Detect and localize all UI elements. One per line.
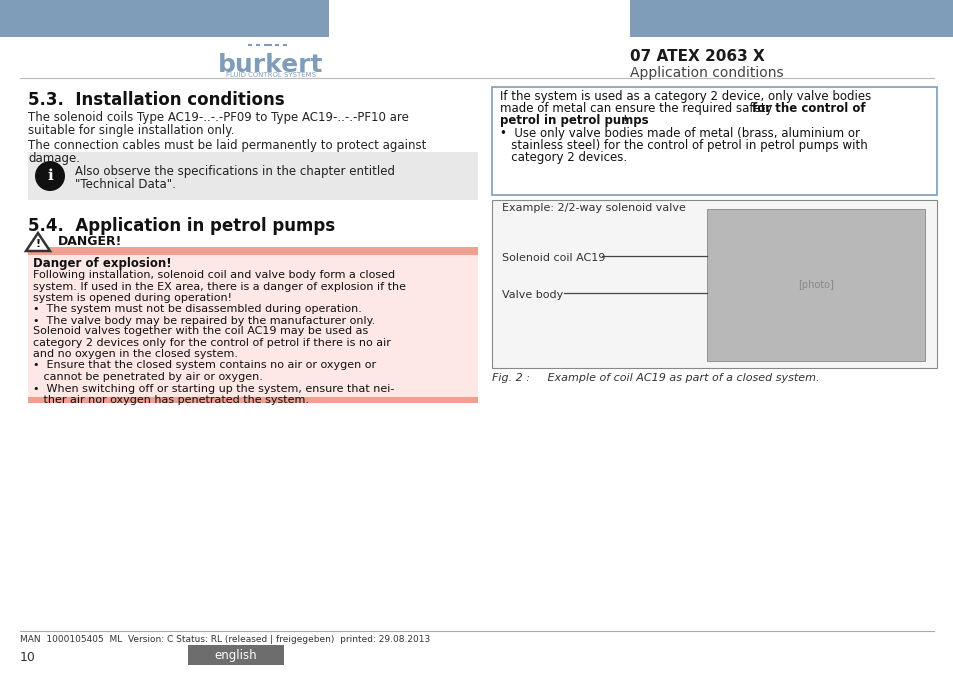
Text: !: ! [621, 114, 626, 127]
Text: system. If used in the EX area, there is a danger of explosion if the: system. If used in the EX area, there is… [33, 281, 406, 291]
Text: FLUID CONTROL SYSTEMS: FLUID CONTROL SYSTEMS [226, 72, 315, 78]
FancyBboxPatch shape [28, 397, 477, 403]
Text: •  Ensure that the closed system contains no air or oxygen or: • Ensure that the closed system contains… [33, 361, 375, 371]
Text: MAN  1000105405  ML  Version: C Status: RL (released | freigegeben)  printed: 29: MAN 1000105405 ML Version: C Status: RL … [20, 635, 430, 644]
FancyBboxPatch shape [0, 0, 329, 37]
Text: If the system is used as a category 2 device, only valve bodies: If the system is used as a category 2 de… [499, 90, 870, 103]
Text: Solenoid valves together with the coil AC19 may be used as: Solenoid valves together with the coil A… [33, 326, 368, 336]
Text: ther air nor oxygen has penetrated the system.: ther air nor oxygen has penetrated the s… [33, 395, 309, 405]
FancyBboxPatch shape [28, 255, 477, 398]
Text: 5.3.  Installation conditions: 5.3. Installation conditions [28, 91, 284, 109]
Text: •  When switching off or starting up the system, ensure that nei-: • When switching off or starting up the … [33, 384, 394, 394]
FancyBboxPatch shape [28, 152, 477, 200]
Text: The connection cables must be laid permanently to protect against: The connection cables must be laid perma… [28, 139, 426, 152]
Text: damage.: damage. [28, 152, 80, 165]
FancyBboxPatch shape [492, 87, 936, 195]
Text: DANGER!: DANGER! [58, 235, 122, 248]
FancyBboxPatch shape [188, 645, 284, 665]
Text: Also observe the specifications in the chapter entitled: Also observe the specifications in the c… [75, 165, 395, 178]
Text: "Technical Data".: "Technical Data". [75, 178, 175, 191]
Text: •  The system must not be disassembled during operation.: • The system must not be disassembled du… [33, 304, 361, 314]
Text: Valve body: Valve body [501, 290, 562, 300]
Text: system is opened during operation!: system is opened during operation! [33, 293, 232, 303]
Text: •  The valve body may be repaired by the manufacturer only.: • The valve body may be repaired by the … [33, 316, 375, 326]
Polygon shape [26, 233, 50, 251]
Text: ℹ: ℹ [47, 168, 52, 184]
Text: english: english [214, 649, 257, 662]
Text: Application conditions: Application conditions [629, 66, 782, 80]
FancyBboxPatch shape [492, 200, 936, 368]
Circle shape [35, 161, 65, 191]
Text: [photo]: [photo] [798, 280, 833, 290]
Text: Example: 2/2-way solenoid valve: Example: 2/2-way solenoid valve [501, 203, 685, 213]
Text: Danger of explosion!: Danger of explosion! [33, 257, 172, 270]
Text: •  Use only valve bodies made of metal (brass, aluminium or: • Use only valve bodies made of metal (b… [499, 127, 859, 140]
Text: category 2 devices.: category 2 devices. [499, 151, 626, 164]
Text: burkert: burkert [218, 53, 323, 77]
Text: cannot be penetrated by air or oxygen.: cannot be penetrated by air or oxygen. [33, 372, 263, 382]
Text: petrol in petrol pumps: petrol in petrol pumps [499, 114, 648, 127]
Text: 10: 10 [20, 651, 36, 664]
Text: Following installation, solenoid coil and valve body form a closed: Following installation, solenoid coil an… [33, 270, 395, 280]
Text: and no oxygen in the closed system.: and no oxygen in the closed system. [33, 349, 237, 359]
Text: for the control of: for the control of [751, 102, 864, 115]
Text: category 2 devices only for the control of petrol if there is no air: category 2 devices only for the control … [33, 337, 391, 347]
Text: 07 ATEX 2063 X: 07 ATEX 2063 X [629, 49, 764, 64]
FancyBboxPatch shape [706, 209, 924, 361]
Text: Solenoid coil AC19: Solenoid coil AC19 [501, 253, 605, 263]
Text: The solenoid coils Type AC19-..-.-PF09 to Type AC19-..-.-PF10 are: The solenoid coils Type AC19-..-.-PF09 t… [28, 111, 409, 124]
Text: made of metal can ensure the required safety: made of metal can ensure the required sa… [499, 102, 776, 115]
FancyBboxPatch shape [629, 0, 953, 37]
Text: 5.4.  Application in petrol pumps: 5.4. Application in petrol pumps [28, 217, 335, 235]
FancyBboxPatch shape [28, 247, 477, 255]
Text: suitable for single installation only.: suitable for single installation only. [28, 124, 234, 137]
Text: Fig. 2 :     Example of coil AC19 as part of a closed system.: Fig. 2 : Example of coil AC19 as part of… [492, 373, 819, 383]
Text: !: ! [35, 239, 41, 249]
Text: stainless steel) for the control of petrol in petrol pumps with: stainless steel) for the control of petr… [499, 139, 867, 152]
